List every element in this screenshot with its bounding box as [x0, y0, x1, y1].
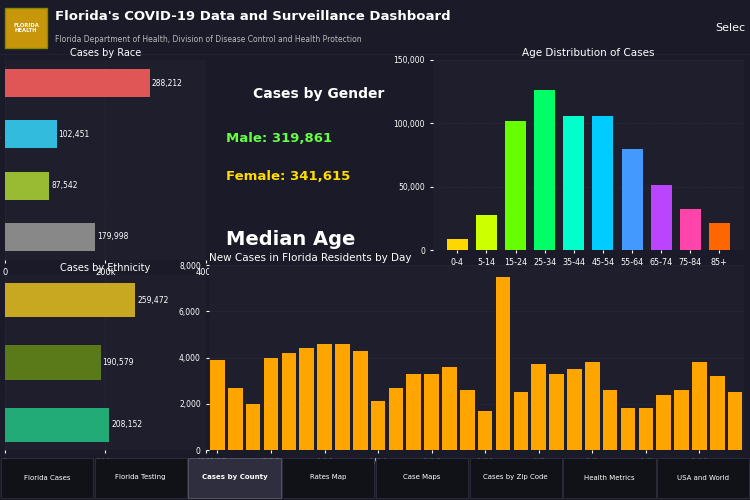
- Title: Cases by Ethnicity: Cases by Ethnicity: [60, 263, 151, 273]
- Bar: [5, 8, 47, 48]
- Bar: [622, 148, 643, 250]
- Text: 288,212: 288,212: [152, 78, 182, 88]
- Bar: [656, 394, 671, 450]
- Bar: [447, 238, 468, 250]
- Text: Florida's COVID-19 Data and Surveillance Dashboard: Florida's COVID-19 Data and Surveillance…: [55, 10, 451, 24]
- Text: 102,451: 102,451: [58, 130, 90, 139]
- Bar: [388, 388, 404, 450]
- Text: 190,579: 190,579: [103, 358, 134, 367]
- Text: 87,542: 87,542: [51, 181, 77, 190]
- Bar: [5, 222, 95, 251]
- Text: Rates Map: Rates Map: [310, 474, 347, 480]
- FancyBboxPatch shape: [376, 458, 468, 498]
- Bar: [406, 374, 421, 450]
- Bar: [674, 390, 688, 450]
- Bar: [728, 392, 742, 450]
- Bar: [496, 276, 510, 450]
- Bar: [651, 186, 672, 250]
- Bar: [281, 353, 296, 450]
- FancyBboxPatch shape: [282, 458, 374, 498]
- Bar: [442, 367, 457, 450]
- Bar: [534, 90, 555, 250]
- Text: Case Maps: Case Maps: [404, 474, 440, 480]
- Bar: [563, 116, 584, 250]
- FancyBboxPatch shape: [94, 458, 187, 498]
- Bar: [476, 214, 497, 250]
- Text: Median Age: Median Age: [226, 230, 356, 249]
- Text: Cases by County: Cases by County: [202, 474, 267, 480]
- Bar: [424, 374, 439, 450]
- FancyBboxPatch shape: [563, 458, 656, 498]
- Bar: [585, 362, 599, 450]
- Title: Age Distribution of Cases: Age Distribution of Cases: [522, 48, 655, 58]
- Bar: [299, 348, 314, 450]
- Bar: [638, 408, 653, 450]
- Bar: [709, 224, 730, 250]
- Text: Male: 319,861: Male: 319,861: [226, 132, 332, 144]
- Bar: [603, 390, 617, 450]
- Bar: [5, 346, 100, 380]
- FancyBboxPatch shape: [188, 458, 280, 498]
- Bar: [264, 358, 278, 450]
- Bar: [228, 388, 242, 450]
- Bar: [5, 120, 56, 148]
- Bar: [592, 116, 613, 250]
- Bar: [567, 369, 582, 450]
- Text: Health Metrics: Health Metrics: [584, 474, 634, 480]
- Text: USA and World: USA and World: [677, 474, 729, 480]
- Text: 179,998: 179,998: [98, 232, 129, 241]
- Bar: [621, 408, 635, 450]
- FancyBboxPatch shape: [1, 458, 93, 498]
- Bar: [370, 402, 386, 450]
- Bar: [532, 364, 546, 450]
- Bar: [692, 362, 706, 450]
- Text: FLORIDA
HEALTH: FLORIDA HEALTH: [13, 22, 39, 34]
- Bar: [460, 390, 475, 450]
- Bar: [478, 410, 493, 450]
- Bar: [5, 408, 109, 442]
- FancyBboxPatch shape: [470, 458, 562, 498]
- Title: Cases by Race: Cases by Race: [70, 48, 141, 58]
- Bar: [246, 404, 260, 450]
- Text: New Cases in Florida Residents by Day: New Cases in Florida Residents by Day: [209, 253, 411, 263]
- Bar: [710, 376, 724, 450]
- FancyBboxPatch shape: [657, 458, 749, 498]
- Bar: [335, 344, 350, 450]
- Text: Female: 341,615: Female: 341,615: [226, 170, 350, 183]
- Text: State : 40: State : 40: [226, 280, 394, 308]
- Text: Cases by Gender: Cases by Gender: [254, 88, 385, 102]
- Bar: [549, 374, 564, 450]
- Bar: [5, 283, 135, 318]
- Text: 208,152: 208,152: [112, 420, 142, 430]
- Text: Selec: Selec: [715, 23, 745, 33]
- Bar: [353, 350, 368, 450]
- Bar: [5, 69, 149, 98]
- Bar: [514, 392, 528, 450]
- Text: Florida Department of Health, Division of Disease Control and Health Protection: Florida Department of Health, Division o…: [55, 36, 362, 44]
- Text: Florida Cases: Florida Cases: [24, 474, 70, 480]
- Bar: [505, 121, 526, 250]
- Bar: [5, 172, 49, 200]
- Text: Florida Testing: Florida Testing: [116, 474, 166, 480]
- Text: Cases by Zip Code: Cases by Zip Code: [483, 474, 548, 480]
- Text: 259,472: 259,472: [137, 296, 169, 304]
- Bar: [210, 360, 225, 450]
- Bar: [680, 210, 700, 250]
- Bar: [317, 344, 332, 450]
